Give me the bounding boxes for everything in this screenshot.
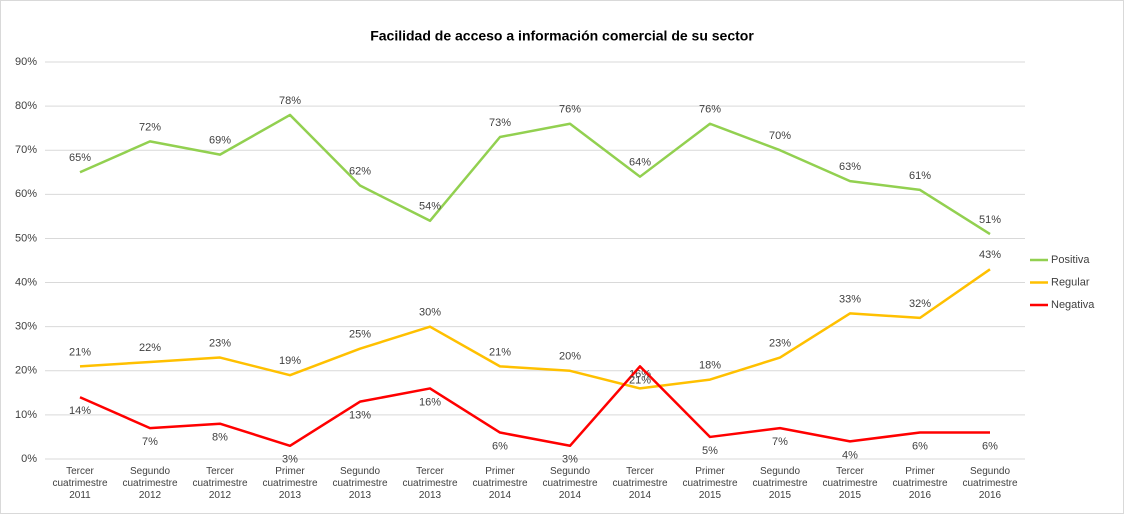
data-label: 6% <box>982 440 998 452</box>
data-label: 8% <box>212 432 228 444</box>
legend-label: Positiva <box>1051 254 1090 266</box>
x-tick-label: Primer cuatrimestre 2014 <box>472 466 528 501</box>
data-label: 32% <box>909 298 931 310</box>
data-label: 61% <box>909 170 931 182</box>
data-label: 73% <box>489 117 511 129</box>
data-label: 51% <box>979 214 1001 226</box>
data-label: 4% <box>842 449 858 461</box>
data-label: 65% <box>69 152 91 164</box>
data-label: 3% <box>562 454 578 466</box>
data-label: 3% <box>282 454 298 466</box>
y-tick-label: 50% <box>15 232 37 244</box>
data-label: 6% <box>492 440 508 452</box>
chart-title: Facilidad de acceso a información comerc… <box>370 28 754 44</box>
y-tick-label: 80% <box>15 100 37 112</box>
data-label: 20% <box>559 351 581 363</box>
x-tick-label: Segundo cuatrimestre 2014 <box>542 466 598 501</box>
data-label: 76% <box>699 104 721 116</box>
x-tick-label: Segundo cuatrimestre 2012 <box>122 466 178 501</box>
x-tick-label: Segundo cuatrimestre 2013 <box>332 466 388 501</box>
data-label: 6% <box>912 440 928 452</box>
y-tick-label: 10% <box>15 409 37 421</box>
x-tick-label: Tercer cuatrimestre 2015 <box>822 466 878 501</box>
data-label: 23% <box>769 337 791 349</box>
y-tick-label: 60% <box>15 188 37 200</box>
data-label: 18% <box>699 360 721 372</box>
data-label: 13% <box>349 410 371 422</box>
data-label: 14% <box>69 405 91 417</box>
data-label: 19% <box>279 355 301 367</box>
y-tick-label: 30% <box>15 321 37 333</box>
x-tick-label: Segundo cuatrimestre 2015 <box>752 466 808 501</box>
data-label: 54% <box>419 201 441 213</box>
data-label: 72% <box>139 121 161 133</box>
x-tick-label: Tercer cuatrimestre 2011 <box>52 466 108 501</box>
data-label: 62% <box>349 165 371 177</box>
data-label: 69% <box>209 135 231 147</box>
x-tick-label: Tercer cuatrimestre 2013 <box>402 466 458 501</box>
data-label: 64% <box>629 157 651 169</box>
data-label: 21% <box>69 346 91 358</box>
data-label: 63% <box>839 161 861 173</box>
y-tick-label: 70% <box>15 144 37 156</box>
series-line <box>79 268 991 390</box>
x-tick-label: Tercer cuatrimestre 2012 <box>192 466 248 501</box>
data-label: 7% <box>772 436 788 448</box>
data-label: 21% <box>629 374 651 386</box>
data-label: 16% <box>419 396 441 408</box>
data-label: 5% <box>702 445 718 457</box>
x-tick-label: Primer cuatrimestre 2016 <box>892 466 948 501</box>
data-label: 70% <box>769 130 791 142</box>
series-line <box>79 365 990 448</box>
data-label: 33% <box>839 293 861 305</box>
legend-label: Negativa <box>1051 299 1095 311</box>
x-tick-label: Primer cuatrimestre 2013 <box>262 466 318 501</box>
data-label: 23% <box>209 337 231 349</box>
x-tick-label: Tercer cuatrimestre 2014 <box>612 466 668 501</box>
legend-label: Regular <box>1051 276 1090 288</box>
data-label: 25% <box>349 329 371 341</box>
y-tick-label: 0% <box>21 453 37 465</box>
data-label: 7% <box>142 436 158 448</box>
x-tick-label: Primer cuatrimestre 2015 <box>682 466 738 501</box>
data-label: 22% <box>139 342 161 354</box>
data-label: 43% <box>979 249 1001 261</box>
series-line <box>79 113 991 236</box>
y-tick-label: 40% <box>15 276 37 288</box>
y-tick-label: 90% <box>15 56 37 68</box>
data-label: 21% <box>489 346 511 358</box>
y-tick-label: 20% <box>15 365 37 377</box>
data-label: 76% <box>559 104 581 116</box>
data-label: 30% <box>419 307 441 319</box>
x-tick-label: Segundo cuatrimestre 2016 <box>962 466 1018 501</box>
data-label: 78% <box>279 95 301 107</box>
